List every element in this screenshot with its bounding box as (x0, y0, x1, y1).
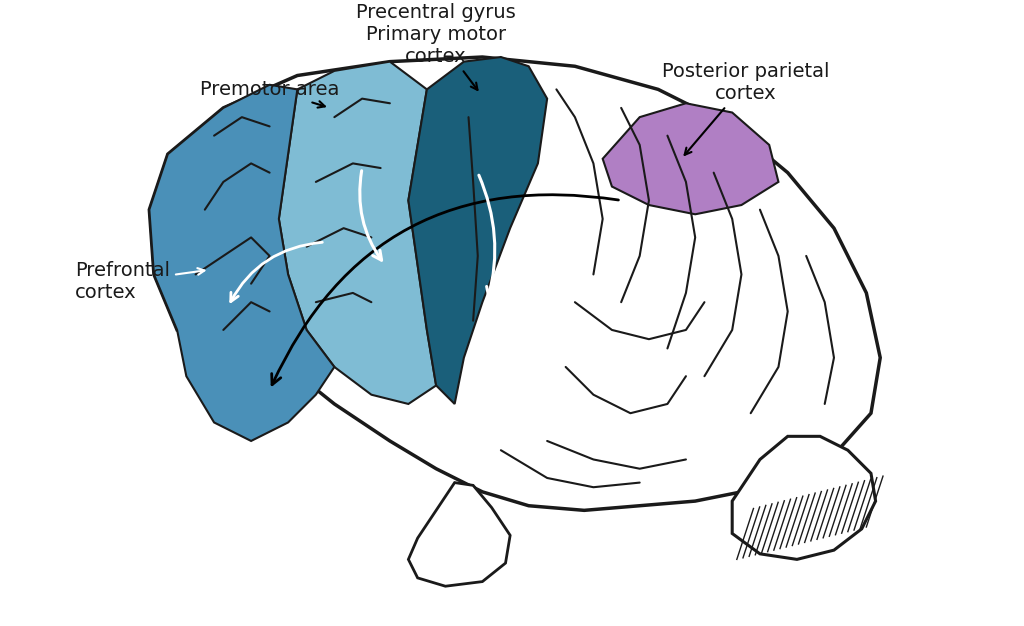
Text: Premotor area: Premotor area (201, 80, 340, 108)
Polygon shape (409, 57, 547, 404)
Polygon shape (603, 103, 778, 214)
Text: Prefrontal
cortex: Prefrontal cortex (76, 261, 205, 302)
Text: Posterior parietal
cortex: Posterior parietal cortex (663, 62, 829, 155)
Polygon shape (150, 57, 881, 510)
Text: Precentral gyrus
Primary motor
cortex: Precentral gyrus Primary motor cortex (356, 3, 516, 90)
Polygon shape (279, 61, 436, 404)
Polygon shape (409, 483, 510, 586)
Polygon shape (150, 85, 335, 441)
Polygon shape (732, 436, 876, 560)
